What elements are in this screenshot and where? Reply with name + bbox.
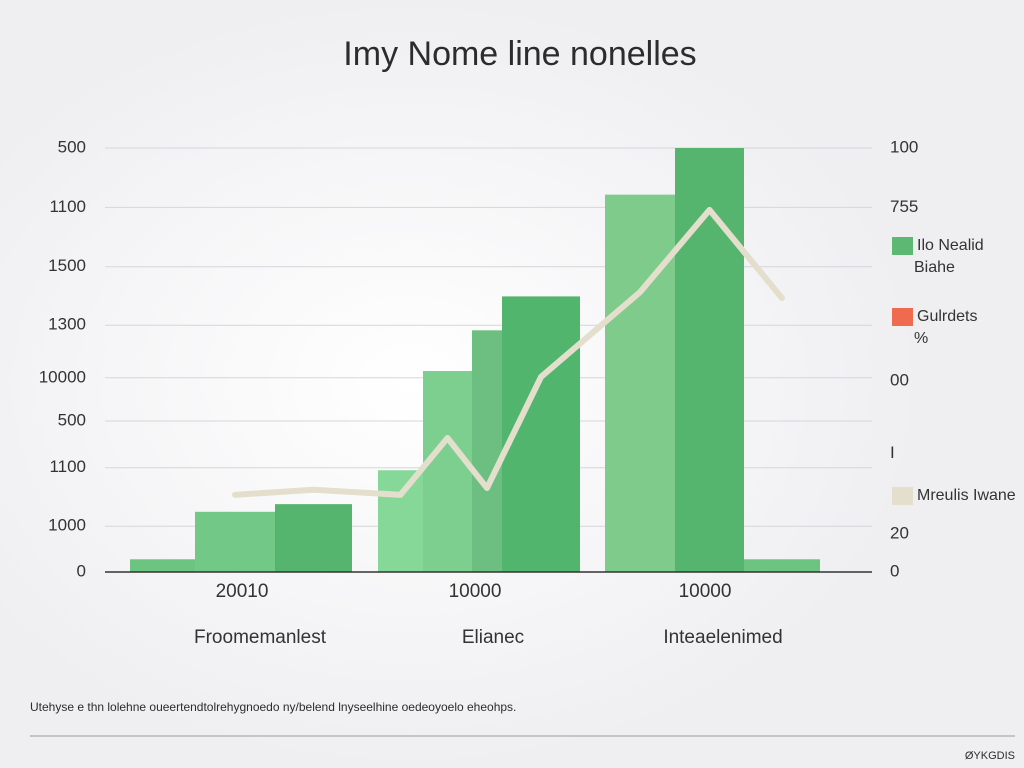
y-tick-label: 500 [58, 411, 86, 430]
y2-tick-label: 00 [890, 371, 909, 390]
x-tick-label: 20010 [216, 581, 269, 602]
y-tick-label: 1100 [49, 457, 86, 476]
y2-tick-label: 755 [890, 197, 918, 216]
legend-label: Gulrdets [917, 308, 977, 325]
legend-label: Mreulis Iwane [917, 487, 1016, 504]
legend-sublabel: % [914, 330, 928, 347]
y2-tick-label: 20 [890, 523, 909, 542]
y-tick-label: 1500 [48, 256, 86, 275]
x-tick-label: 10000 [679, 581, 732, 602]
chart-title: Imy Nome line nonelles [343, 35, 696, 73]
y-tick-label: 1100 [49, 197, 86, 216]
group-label: Elianec [462, 627, 524, 648]
line [232, 206, 785, 498]
bar [130, 559, 195, 572]
x-tick-label: 10000 [449, 581, 502, 602]
group-label: Inteaelenimed [663, 627, 782, 648]
legend-sublabel: Biahe [914, 259, 955, 276]
footnote: Utehyse e thn lolehne oueertendtolrehygn… [30, 700, 516, 714]
bar [675, 148, 744, 572]
y-tick-label: 500 [58, 137, 86, 156]
legend-swatch [892, 487, 913, 505]
group-label: Froomemanlest [194, 627, 327, 648]
bar [423, 371, 472, 572]
y-tick-label: 10000 [39, 367, 86, 386]
y2-tick-label: 100 [890, 137, 918, 156]
y-tick-label: 1300 [48, 315, 86, 334]
y2-tick-label: 0 [890, 561, 899, 580]
bar [378, 470, 423, 572]
bar [275, 504, 352, 572]
legend-label: Ilo Nealid [917, 237, 984, 254]
y-tick-label: 0 [77, 561, 86, 580]
bar [195, 511, 275, 572]
source: ØYKGDIS [965, 750, 1015, 762]
y-tick-label: 1000 [48, 516, 86, 535]
y2-tick-label: I [890, 443, 895, 462]
bar [605, 194, 675, 572]
bar [744, 559, 820, 572]
legend-swatch [892, 237, 913, 255]
legend-swatch [892, 308, 913, 326]
bar [472, 330, 502, 572]
